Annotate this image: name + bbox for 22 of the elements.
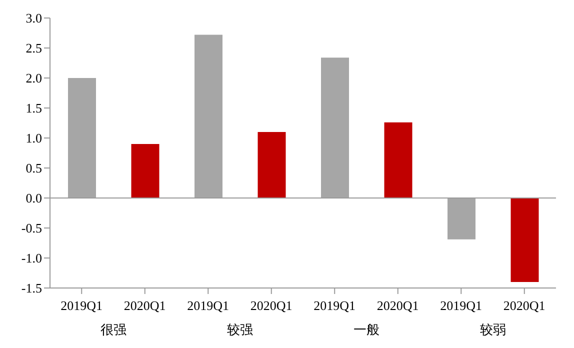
x-tick-label: 2020Q1 (376, 298, 419, 313)
y-tick-label: -1.0 (21, 250, 42, 266)
x-tick-label: 2020Q1 (124, 298, 166, 313)
x-tick-label: 2019Q1 (187, 298, 230, 313)
text: 很强 (100, 322, 126, 337)
y-tick-label: 2.5 (26, 40, 42, 56)
text: 较强 (226, 322, 253, 337)
y-tick-label: -0.5 (21, 220, 42, 236)
y-tick-label: 0.5 (26, 160, 42, 176)
x-tick-label: 2020Q1 (250, 298, 292, 313)
y-tick-label: 1.5 (26, 100, 42, 116)
x-tick-label: 2019Q1 (60, 298, 103, 313)
y-tick-label: 0.0 (26, 190, 42, 206)
x-tick-label: 2020Q1 (503, 298, 546, 313)
y-tick-label: 3.0 (26, 10, 42, 26)
y-tick-label: -1.5 (21, 280, 42, 296)
y-tick-label: 2.0 (26, 70, 42, 86)
x-tick-label: 2019Q1 (314, 298, 356, 313)
x-tick-label: 2019Q1 (440, 298, 482, 313)
y-tick-label: 1.0 (26, 130, 42, 146)
text: 较弱 (480, 322, 506, 337)
text: 一般 (353, 322, 380, 337)
